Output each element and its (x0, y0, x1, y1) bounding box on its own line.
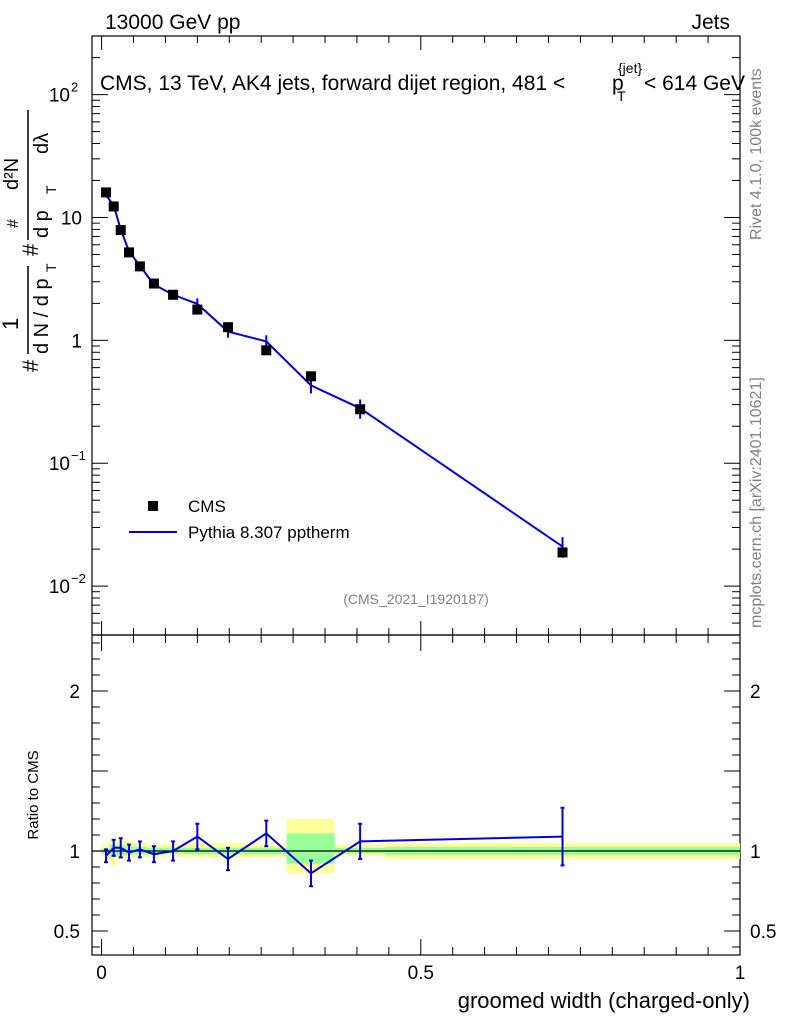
cms-point (148, 278, 159, 289)
main-ytick-label: 1 (71, 331, 82, 352)
ylabel-den2: d p (31, 210, 53, 238)
cms-point (134, 261, 145, 272)
main-frame (91, 35, 741, 636)
ratio-ytick-label-left: 1 (69, 842, 80, 863)
title-post: < 614 GeV (644, 72, 745, 95)
main-ytick-label-exp: 2 (71, 80, 78, 95)
cms-point (305, 371, 316, 382)
analysis-watermark: (CMS_2021_I1920187) (343, 591, 489, 607)
header-energy: 13000 GeV pp (105, 11, 240, 34)
ratio-ytick-label-right: 2 (750, 682, 761, 703)
main-ytick-label: 10 (49, 86, 70, 107)
main-ytick-label-exp: −1 (71, 448, 86, 463)
ratio-ytick-label-left: 0.5 (54, 922, 80, 943)
ylabel-num: 1 (0, 318, 23, 330)
ylabel-hash-1: # (18, 359, 43, 372)
ylabel-den: d N / d p (31, 278, 53, 354)
legend-cms-label: CMS (188, 497, 226, 516)
ylabel-hash-2: # (18, 243, 43, 256)
ratio-ylabel: Ratio to CMS (25, 750, 42, 839)
cms-point (192, 304, 203, 315)
ylabel-hash-3: # (5, 219, 22, 228)
cms-point (355, 404, 366, 415)
ylabel-num2: d²N (1, 158, 23, 190)
cms-point (108, 201, 119, 212)
ratio-plot-area: 0.5 0.51 12 20 0.5 1 (54, 635, 776, 984)
pythia-line (105, 194, 564, 548)
legend-pythia-label: Pythia 8.307 pptherm (188, 523, 350, 542)
ratio-ytick-label-left: 2 (69, 682, 80, 703)
ylabel-den-sub: T (43, 263, 59, 272)
side-label-rivet: Rivet 4.1.0, 100k events (748, 68, 765, 240)
xtick-label: 0 (96, 963, 107, 984)
xtick-label: 1 (735, 963, 746, 984)
main-ylabel: # 1 d N / d p T # d²N # d p T dλ (0, 110, 59, 372)
cms-point (222, 322, 233, 333)
header-jets: Jets (691, 11, 730, 34)
ylabel-den2-sub: T (43, 185, 59, 194)
title-pre: CMS, 13 TeV, AK4 jets, forward dijet reg… (100, 72, 565, 95)
ratio-ytick-label-right: 0.5 (750, 922, 776, 943)
main-ytick-label: 10 (49, 577, 70, 598)
legend-cms-marker (148, 501, 158, 511)
ylabel-lambda: dλ (31, 133, 53, 154)
xtick-label: 0.5 (408, 963, 434, 984)
title-p: p (612, 72, 624, 95)
cms-point (101, 187, 112, 198)
main-ytick-label: 10 (61, 208, 82, 229)
ratio-frame (91, 634, 741, 956)
ratio-ytick-label-right: 1 (750, 842, 761, 863)
cms-point (261, 345, 272, 356)
cms-point (124, 247, 135, 258)
legend: CMS Pythia 8.307 pptherm (129, 497, 350, 542)
title-sub: T (617, 88, 626, 104)
cms-point (557, 547, 568, 558)
cms-point (168, 289, 179, 300)
main-title: CMS, 13 TeV, AK4 jets, forward dijet reg… (100, 60, 745, 104)
main-ytick-label-exp: −2 (71, 571, 86, 586)
cms-point (115, 225, 126, 236)
xlabel: groomed width (charged-only) (458, 988, 750, 1013)
main-ytick-label: 10 (49, 454, 70, 475)
side-label-mcplots: mcplots.cern.ch [arXiv:2401.10621] (748, 377, 765, 628)
title-sup: {jet} (618, 60, 642, 76)
